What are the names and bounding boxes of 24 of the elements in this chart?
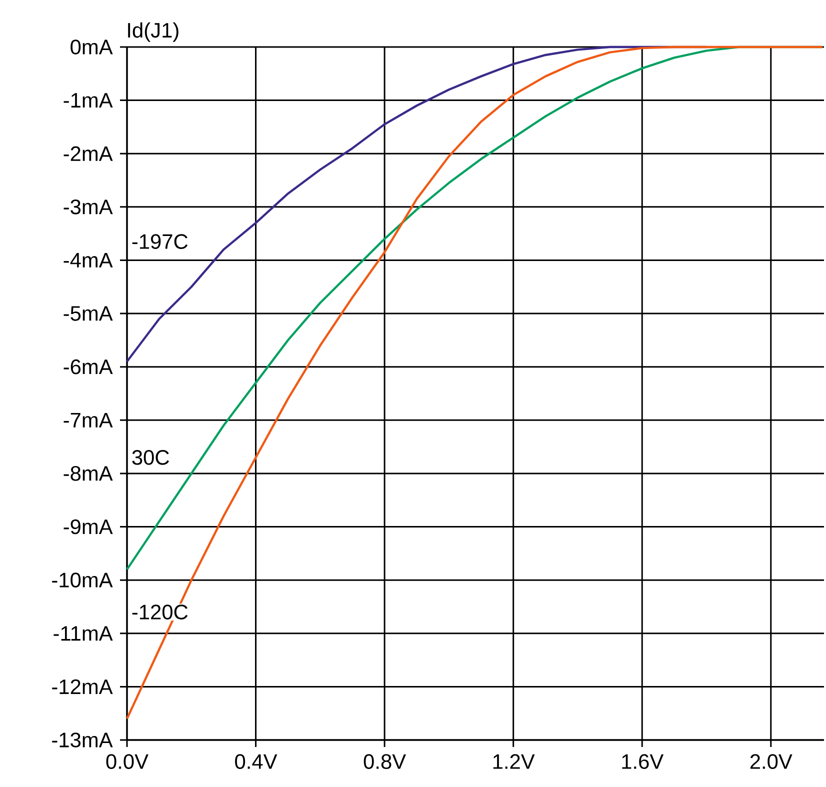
x-tick-label: 2.0V bbox=[750, 754, 792, 769]
y-tick-label: -4mA bbox=[64, 253, 113, 268]
series-label: 30C bbox=[132, 450, 169, 465]
y-tick-label: 0mA bbox=[70, 40, 113, 54]
y-tick-label: -5mA bbox=[64, 306, 113, 321]
y-tick-label: -6mA bbox=[64, 359, 113, 374]
y-tick-label: -2mA bbox=[64, 146, 113, 161]
x-tick-label: 0.8V bbox=[364, 754, 406, 769]
x-tick-label: 1.2V bbox=[493, 754, 535, 769]
x-tick-label: 0.0V bbox=[106, 754, 148, 769]
y-tick-label: -3mA bbox=[64, 200, 113, 214]
y-tick-label: -7mA bbox=[64, 412, 113, 428]
y-tick-label: -12mA bbox=[52, 679, 113, 694]
series-label: -197C bbox=[132, 234, 188, 249]
x-tick-label: 0.4V bbox=[235, 754, 278, 769]
y-tick-label: -10mA bbox=[52, 572, 113, 588]
y-tick-label: -13mA bbox=[52, 732, 113, 748]
y-tick-label: -8mA bbox=[64, 466, 113, 481]
x-tick-label: 1.6V bbox=[622, 754, 664, 769]
y-tick-label: -9mA bbox=[64, 519, 113, 534]
y-tick-label: -11mA bbox=[54, 626, 113, 641]
y-axis-title: Id(J1) bbox=[128, 22, 178, 42]
y-tick-label: -1mA bbox=[64, 93, 113, 108]
series-label: -120C bbox=[132, 604, 188, 620]
